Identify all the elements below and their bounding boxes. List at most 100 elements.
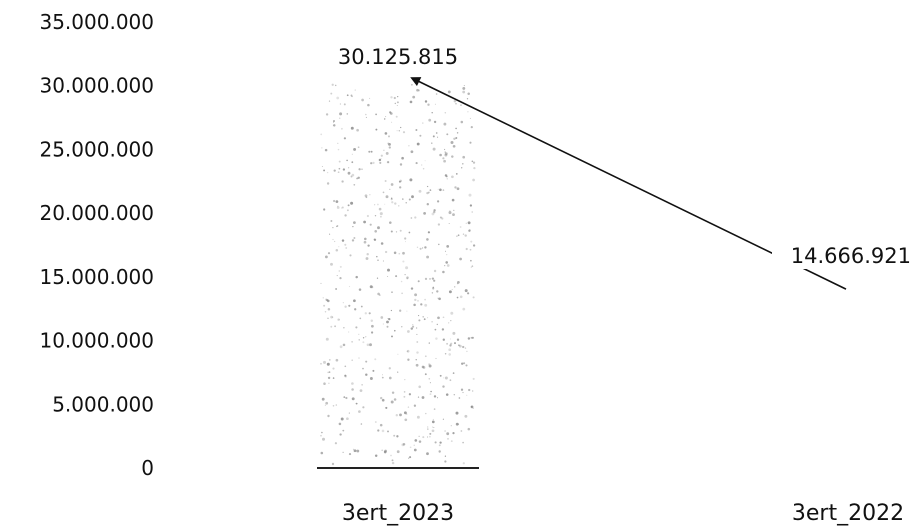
bar-texture-speck	[362, 341, 365, 344]
bar-texture-speck	[382, 323, 384, 325]
bar-texture-speck	[401, 326, 403, 328]
bar-texture-speck	[371, 331, 374, 334]
bar-texture-speck	[437, 136, 439, 138]
bar-texture-speck	[354, 89, 356, 91]
bar-texture-speck	[346, 417, 349, 421]
bar-texture-speck	[347, 171, 351, 175]
bar-texture-speck	[472, 178, 475, 182]
bar-texture-speck	[397, 371, 399, 373]
bar-texture-speck	[372, 161, 375, 165]
bar-texture-speck	[347, 204, 350, 207]
bar-texture-speck	[415, 162, 418, 165]
bar-texture-speck	[320, 434, 322, 437]
bar-texture-speck	[390, 112, 393, 115]
x-tick-label: 3ert_2022	[792, 501, 904, 526]
bar-texture-speck	[424, 355, 427, 358]
bar-texture-speck	[409, 456, 412, 459]
bar-texture-speck	[413, 448, 417, 452]
bar-texture-speck	[361, 168, 363, 170]
bar-texture-speck	[460, 104, 462, 106]
bar-texture-speck	[419, 134, 422, 137]
bar-texture-speck	[322, 297, 324, 299]
bar-texture-speck	[429, 393, 432, 396]
bar-texture-speck	[444, 455, 447, 457]
bar-texture-speck	[451, 198, 455, 202]
bar-texture-speck	[454, 342, 456, 345]
bar-texture-speck	[359, 389, 363, 392]
bar-texture-speck	[337, 142, 339, 145]
bar-texture-speck	[333, 121, 335, 123]
bar-texture-speck	[351, 397, 355, 401]
bar-texture-speck	[387, 275, 389, 278]
bar-texture-speck	[416, 333, 418, 335]
bar-texture-speck	[342, 343, 346, 347]
bar-texture-speck	[396, 435, 399, 438]
bar-texture-speck	[380, 396, 383, 400]
bar-texture-speck	[471, 265, 474, 267]
bar-texture-speck	[375, 128, 378, 131]
bar-texture-speck	[429, 435, 431, 438]
bars	[313, 83, 483, 468]
bar-texture-speck	[396, 104, 398, 107]
bar-texture-speck	[351, 173, 355, 177]
bar-texture-speck	[339, 265, 342, 268]
bar-texture-speck	[439, 216, 442, 219]
bar-texture-speck	[336, 225, 339, 227]
bar-texture-speck	[351, 359, 353, 361]
bar-texture-speck	[436, 397, 439, 399]
bar-texture-speck	[321, 397, 325, 401]
bar-texture-speck	[356, 449, 360, 453]
bar-texture-speck	[409, 100, 413, 104]
bar-texture-speck	[467, 427, 471, 431]
bar-texture-speck	[415, 359, 417, 361]
bar-texture-speck	[472, 390, 474, 392]
bar-texture-speck	[372, 369, 375, 372]
bar-texture-speck	[320, 282, 322, 284]
bar-texture-speck	[320, 451, 324, 455]
bar-texture-speck	[354, 308, 357, 311]
bar-texture-speck	[406, 349, 410, 353]
bar-texture-speck	[332, 238, 334, 241]
bar-texture-speck	[466, 350, 468, 353]
bar-texture-speck	[389, 188, 391, 191]
bar-texture-speck	[458, 397, 461, 399]
bar-texture-speck	[439, 188, 442, 192]
bar-texture-speck	[426, 191, 429, 195]
data-labels: 30.125.815 14.666.921	[338, 45, 911, 269]
bar-texture-speck	[386, 325, 389, 328]
bar-texture-speck	[453, 393, 456, 396]
bar-texture-speck	[351, 341, 353, 343]
bar-texture-speck	[460, 388, 464, 391]
bar-texture-speck	[433, 279, 436, 282]
bar-texture-speck	[431, 292, 434, 294]
bar-texture-speck	[469, 141, 472, 144]
bar-texture-speck	[327, 317, 329, 320]
bar-texture-speck	[452, 213, 455, 217]
y-tick-label: 0	[141, 456, 154, 480]
bar-texture-speck	[428, 363, 431, 366]
bar-texture-speck	[331, 83, 334, 86]
bar-texture-speck	[394, 329, 396, 332]
bar-texture-speck	[390, 183, 394, 186]
bar-texture-speck	[457, 423, 460, 426]
bar-texture-speck	[446, 432, 450, 436]
bar-texture-speck	[446, 342, 449, 345]
bar-texture-speck	[427, 317, 429, 319]
bar-texture-speck	[371, 324, 374, 328]
bar-texture-speck	[444, 148, 446, 151]
bar-texture-speck	[378, 158, 382, 162]
bar-texture-speck	[327, 252, 331, 255]
bar-texture-speck	[342, 451, 344, 453]
bar-texture-speck	[471, 160, 474, 163]
bar-texture-speck	[442, 385, 445, 388]
bar-texture-speck	[436, 323, 438, 326]
bar-texture-speck	[416, 142, 420, 146]
bar-texture-speck	[420, 303, 423, 306]
bar-texture-speck	[400, 126, 402, 129]
bar-texture-speck	[472, 296, 475, 299]
bar-area	[313, 84, 483, 468]
bar-texture-speck	[443, 159, 446, 163]
bar-texture-speck	[410, 217, 413, 219]
bar-texture-speck	[455, 102, 457, 105]
bar-texture-speck	[400, 280, 403, 283]
